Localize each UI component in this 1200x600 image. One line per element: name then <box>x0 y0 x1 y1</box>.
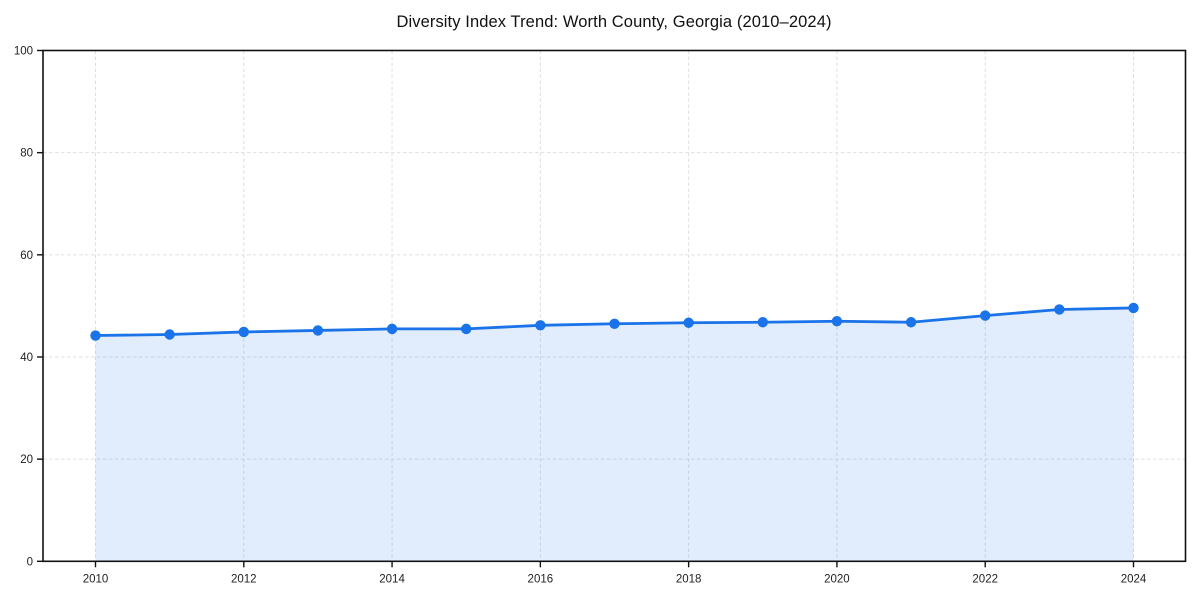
data-point-2015 <box>461 323 472 335</box>
data-point-2019 <box>757 317 768 328</box>
x-tick-label: 2012 <box>231 573 257 585</box>
data-point-2021 <box>905 317 917 328</box>
data-point-2014 <box>386 323 398 335</box>
y-tick-label: 100 <box>14 46 33 58</box>
y-tick-label: 80 <box>20 148 33 160</box>
y-tick-label: 40 <box>20 352 33 364</box>
data-point-2016 <box>535 320 546 331</box>
data-point-2011 <box>164 329 175 340</box>
x-tick-label: 2016 <box>528 573 554 585</box>
data-point-2023 <box>1054 304 1065 315</box>
data-point-2022 <box>980 310 991 321</box>
y-tick-label: 0 <box>27 556 33 568</box>
x-tick-label: 2020 <box>824 573 850 585</box>
x-tick-label: 2010 <box>83 573 109 585</box>
x-tick-label: 2024 <box>1121 573 1147 585</box>
x-tick-label: 2022 <box>972 573 998 585</box>
data-point-2013 <box>312 325 324 336</box>
y-tick-label: 60 <box>20 250 33 262</box>
plot-border <box>42 49 1187 563</box>
data-point-2012 <box>238 326 249 338</box>
data-point-2017 <box>609 318 620 329</box>
area-fill <box>95 307 1134 562</box>
data-point-2010 <box>90 330 101 341</box>
data-point-2018 <box>683 317 694 328</box>
x-tick-label: 2018 <box>676 573 702 585</box>
data-point-2020 <box>831 316 843 327</box>
data-point-2024 <box>1128 302 1139 314</box>
y-tick-label: 20 <box>20 454 33 466</box>
x-tick-label: 2014 <box>379 573 405 585</box>
chart-title: Diversity Index Trend: Worth County, Geo… <box>396 13 832 31</box>
